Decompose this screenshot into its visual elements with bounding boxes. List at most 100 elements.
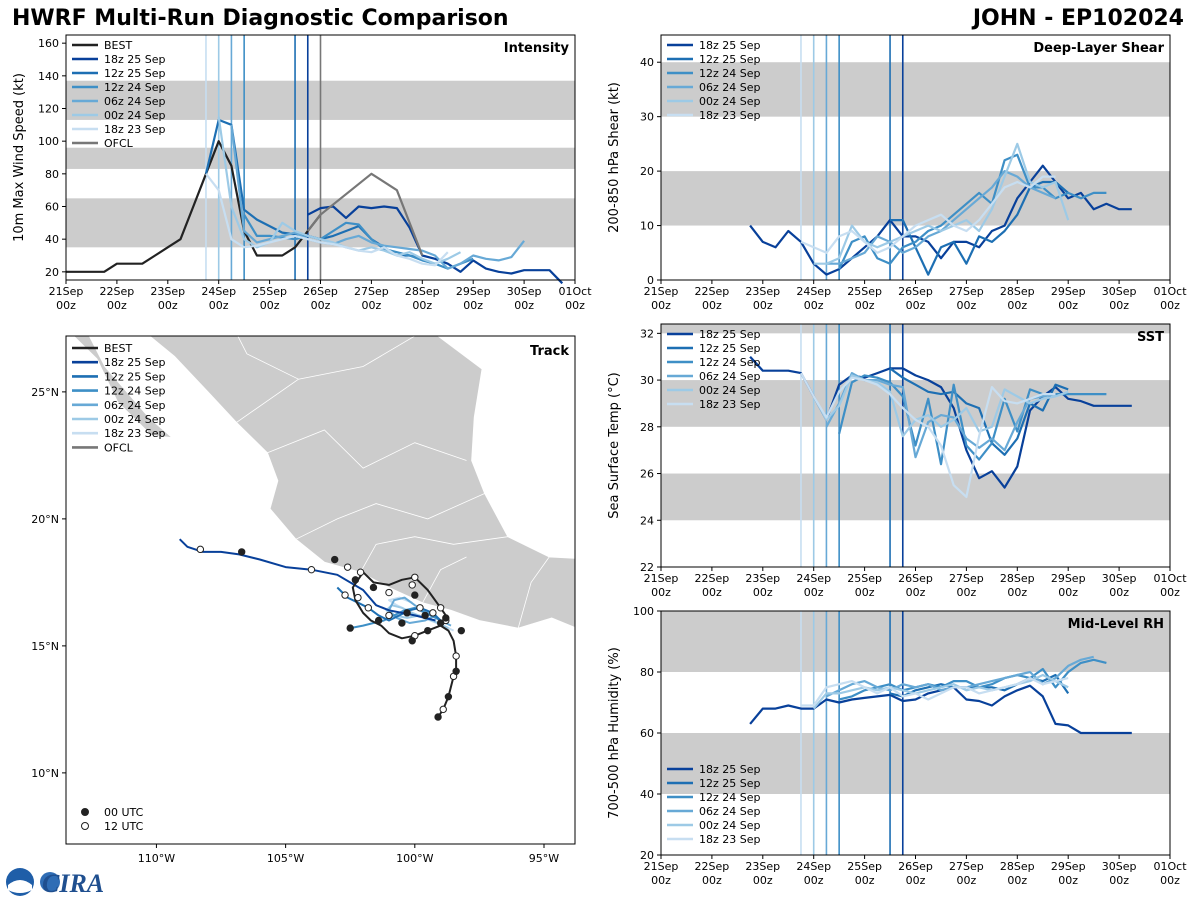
rh-ytick-label-3: 80 <box>640 666 654 679</box>
track-marker-14 <box>374 616 383 625</box>
rh-xtick-day-2: 23Sep <box>745 860 780 873</box>
sst-xtick-day-8: 29Sep <box>1051 572 1086 585</box>
intensity-ytick-label-5: 120 <box>38 103 59 116</box>
track-title: Track <box>530 344 569 359</box>
intensity-xtick-day-8: 29Sep <box>456 285 491 298</box>
shear-ytick-label-1: 10 <box>640 220 654 233</box>
track-marker-4 <box>452 667 460 675</box>
track-xtick-label-1: 105°W <box>267 852 304 865</box>
rh-xtick-hour-8: 00z <box>1058 874 1078 887</box>
intensity-series-18z-25-sep <box>307 205 564 285</box>
sst-band-2 <box>661 324 1170 334</box>
intensity-legend-label-2: 12z 25 Sep <box>104 67 166 80</box>
rh-xtick-hour-3: 00z <box>804 874 824 887</box>
intensity-legend-label-3: 12z 24 Sep <box>104 81 166 94</box>
sst-panel: 22242628303221Sep00z22Sep00z23Sep00z24Se… <box>607 323 1187 599</box>
intensity-legend-label-1: 18z 25 Sep <box>104 53 166 66</box>
track-marker-legend-label-0: 00 UTC <box>104 806 144 819</box>
rh-xtick-day-0: 21Sep <box>644 860 679 873</box>
sst-xtick-hour-4: 00z <box>855 586 875 599</box>
shear-ytick-label-4: 40 <box>640 56 654 69</box>
track-marker-24 <box>385 588 393 597</box>
rh-xtick-day-1: 22Sep <box>695 860 730 873</box>
sst-series-12z-25-sep <box>889 367 1069 456</box>
track-marker-27 <box>411 591 419 599</box>
sst-xtick-hour-8: 00z <box>1058 586 1078 599</box>
shear-legend-label-3: 06z 24 Sep <box>699 81 761 94</box>
track-marker-6 <box>457 626 466 635</box>
rh-band-0 <box>661 733 1170 794</box>
intensity-xtick-hour-7: 00z <box>412 299 432 312</box>
shear-xtick-hour-1: 00z <box>702 299 722 312</box>
shear-legend-label-1: 12z 25 Sep <box>699 53 761 66</box>
rh-xtick-hour-0: 00z <box>651 874 671 887</box>
state-border-2 <box>360 536 508 573</box>
track-marker-34 <box>307 565 316 574</box>
intensity-ytick-label-6: 140 <box>38 70 59 83</box>
track-18z-25-sep <box>178 538 436 622</box>
track-marker-18 <box>341 591 349 599</box>
shear-band-0 <box>661 171 1170 226</box>
state-border-5 <box>237 336 299 380</box>
rh-xtick-hour-6: 00z <box>957 874 977 887</box>
intensity-xtick-day-0: 21Sep <box>49 285 84 298</box>
shear-legend-label-4: 00z 24 Sep <box>699 95 761 108</box>
rh-xtick-day-7: 28Sep <box>1000 860 1035 873</box>
sst-ylabel: Sea Surface Temp (°C) <box>607 372 622 519</box>
rh-xtick-hour-7: 00z <box>1007 874 1027 887</box>
shear-ytick-label-0: 0 <box>647 274 654 287</box>
shear-xtick-day-7: 28Sep <box>1000 285 1035 298</box>
intensity-xtick-day-4: 25Sep <box>252 285 287 298</box>
shear-xtick-day-3: 24Sep <box>796 285 831 298</box>
rh-xtick-day-3: 24Sep <box>796 860 831 873</box>
track-ytick-label-2: 20°N <box>31 513 59 526</box>
noaa-wave-icon <box>8 880 32 893</box>
track-xtick-label-3: 95°W <box>529 852 559 865</box>
track-marker-12 <box>398 619 406 627</box>
shear-legend-label-5: 18z 23 Sep <box>699 109 761 122</box>
track-12z-25-sep <box>336 586 442 622</box>
shear-legend-label-2: 12z 24 Sep <box>699 67 761 80</box>
track-marker-legend-label-1: 12 UTC <box>104 820 144 833</box>
rh-xtick-hour-10: 00z <box>1160 874 1180 887</box>
shear-ytick-label-3: 30 <box>640 111 654 124</box>
shear-xtick-day-1: 22Sep <box>695 285 730 298</box>
state-border-6 <box>517 556 550 629</box>
rh-xtick-hour-5: 00z <box>906 874 926 887</box>
intensity-series-ofcl <box>306 172 424 256</box>
sst-series-18z-23-sep <box>800 372 1056 498</box>
rh-ytick-label-0: 20 <box>640 849 654 862</box>
shear-xtick-day-6: 27Sep <box>949 285 984 298</box>
track-marker-8 <box>436 619 445 627</box>
intensity-legend-label-7: OFCL <box>104 137 134 150</box>
rh-ytick-label-2: 60 <box>640 727 654 740</box>
rh-xtick-day-10: 01Oct <box>1153 860 1187 873</box>
track-legend-label-1: 18z 25 Sep <box>104 356 166 369</box>
sst-xtick-day-7: 28Sep <box>1000 572 1035 585</box>
cira-globe-icon <box>40 872 60 892</box>
rh-legend-label-2: 12z 24 Sep <box>699 791 761 804</box>
rh-xtick-day-5: 26Sep <box>898 860 933 873</box>
intensity-title: Intensity <box>504 41 570 56</box>
shear-xtick-hour-10: 00z <box>1160 299 1180 312</box>
shear-title: Deep-Layer Shear <box>1033 41 1164 56</box>
intensity-xtick-hour-10: 00z <box>565 299 585 312</box>
intensity-ytick-label-1: 40 <box>45 233 59 246</box>
track-ytick-label-0: 10°N <box>31 767 59 780</box>
intensity-xtick-day-9: 30Sep <box>507 285 542 298</box>
intensity-xtick-day-5: 26Sep <box>303 285 338 298</box>
sst-xtick-hour-3: 00z <box>804 586 824 599</box>
track-legend-label-0: BEST <box>104 342 132 355</box>
intensity-xtick-hour-3: 00z <box>209 299 229 312</box>
shear-xtick-hour-6: 00z <box>957 299 977 312</box>
rh-ytick-label-4: 100 <box>633 605 654 618</box>
intensity-legend-label-6: 18z 23 Sep <box>104 123 166 136</box>
intensity-xtick-day-10: 01Oct <box>558 285 592 298</box>
sst-legend-label-2: 12z 24 Sep <box>699 356 761 369</box>
intensity-xtick-hour-5: 00z <box>311 299 331 312</box>
track-best <box>351 571 458 718</box>
track-axes-frame <box>65 335 576 845</box>
track-marker-5 <box>452 652 460 660</box>
intensity-xtick-hour-1: 00z <box>107 299 127 312</box>
track-legend-label-4: 06z 24 Sep <box>104 399 166 412</box>
